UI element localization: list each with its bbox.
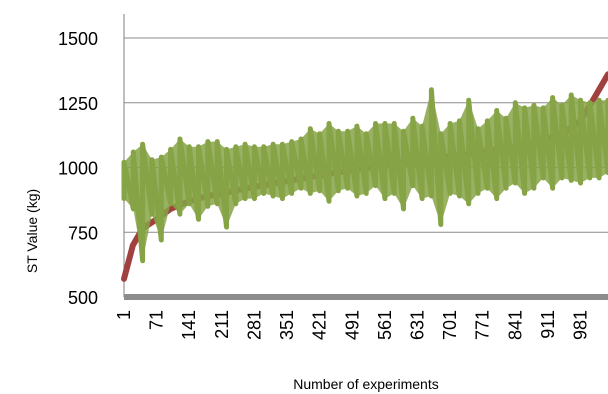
- baseline-band: [124, 294, 608, 300]
- x-tick-label: 841: [505, 310, 525, 340]
- axis-layer: [123, 14, 608, 300]
- series-layer: [121, 71, 608, 282]
- x-tick-label: 561: [375, 310, 395, 340]
- x-axis-title: Number of experiments: [293, 376, 439, 392]
- y-tick-label-group: 500 750 1000 1250 1500: [58, 29, 98, 308]
- y-tick-label: 1000: [58, 159, 98, 179]
- x-tick-label-group: 1 71 141 211 281 351 421 491 561 631 701 771 841 911 9…: [114, 310, 591, 340]
- x-tick-label: 1: [114, 310, 134, 320]
- y-tick-label: 750: [68, 223, 98, 243]
- x-tick-label: 71: [147, 310, 167, 330]
- y-tick-label: 1250: [58, 94, 98, 114]
- x-tick-label: 281: [244, 310, 264, 340]
- y-axis-title: ST Value (kg): [24, 189, 40, 273]
- x-tick-label: 351: [277, 310, 297, 340]
- series-line-noisy: [121, 87, 608, 264]
- x-tick-label: 771: [473, 310, 493, 340]
- x-tick-label: 141: [179, 310, 199, 340]
- x-tick-label: 491: [342, 310, 362, 340]
- y-tick-label: 1500: [58, 29, 98, 49]
- y-tick-label: 500: [68, 288, 98, 308]
- x-tick-label: 981: [571, 310, 591, 340]
- x-tick-label: 701: [440, 310, 460, 340]
- x-tick-label: 211: [212, 310, 232, 339]
- x-tick-label: 421: [310, 310, 330, 340]
- x-tick-label: 911: [538, 310, 558, 339]
- x-tick-label: 631: [407, 310, 427, 340]
